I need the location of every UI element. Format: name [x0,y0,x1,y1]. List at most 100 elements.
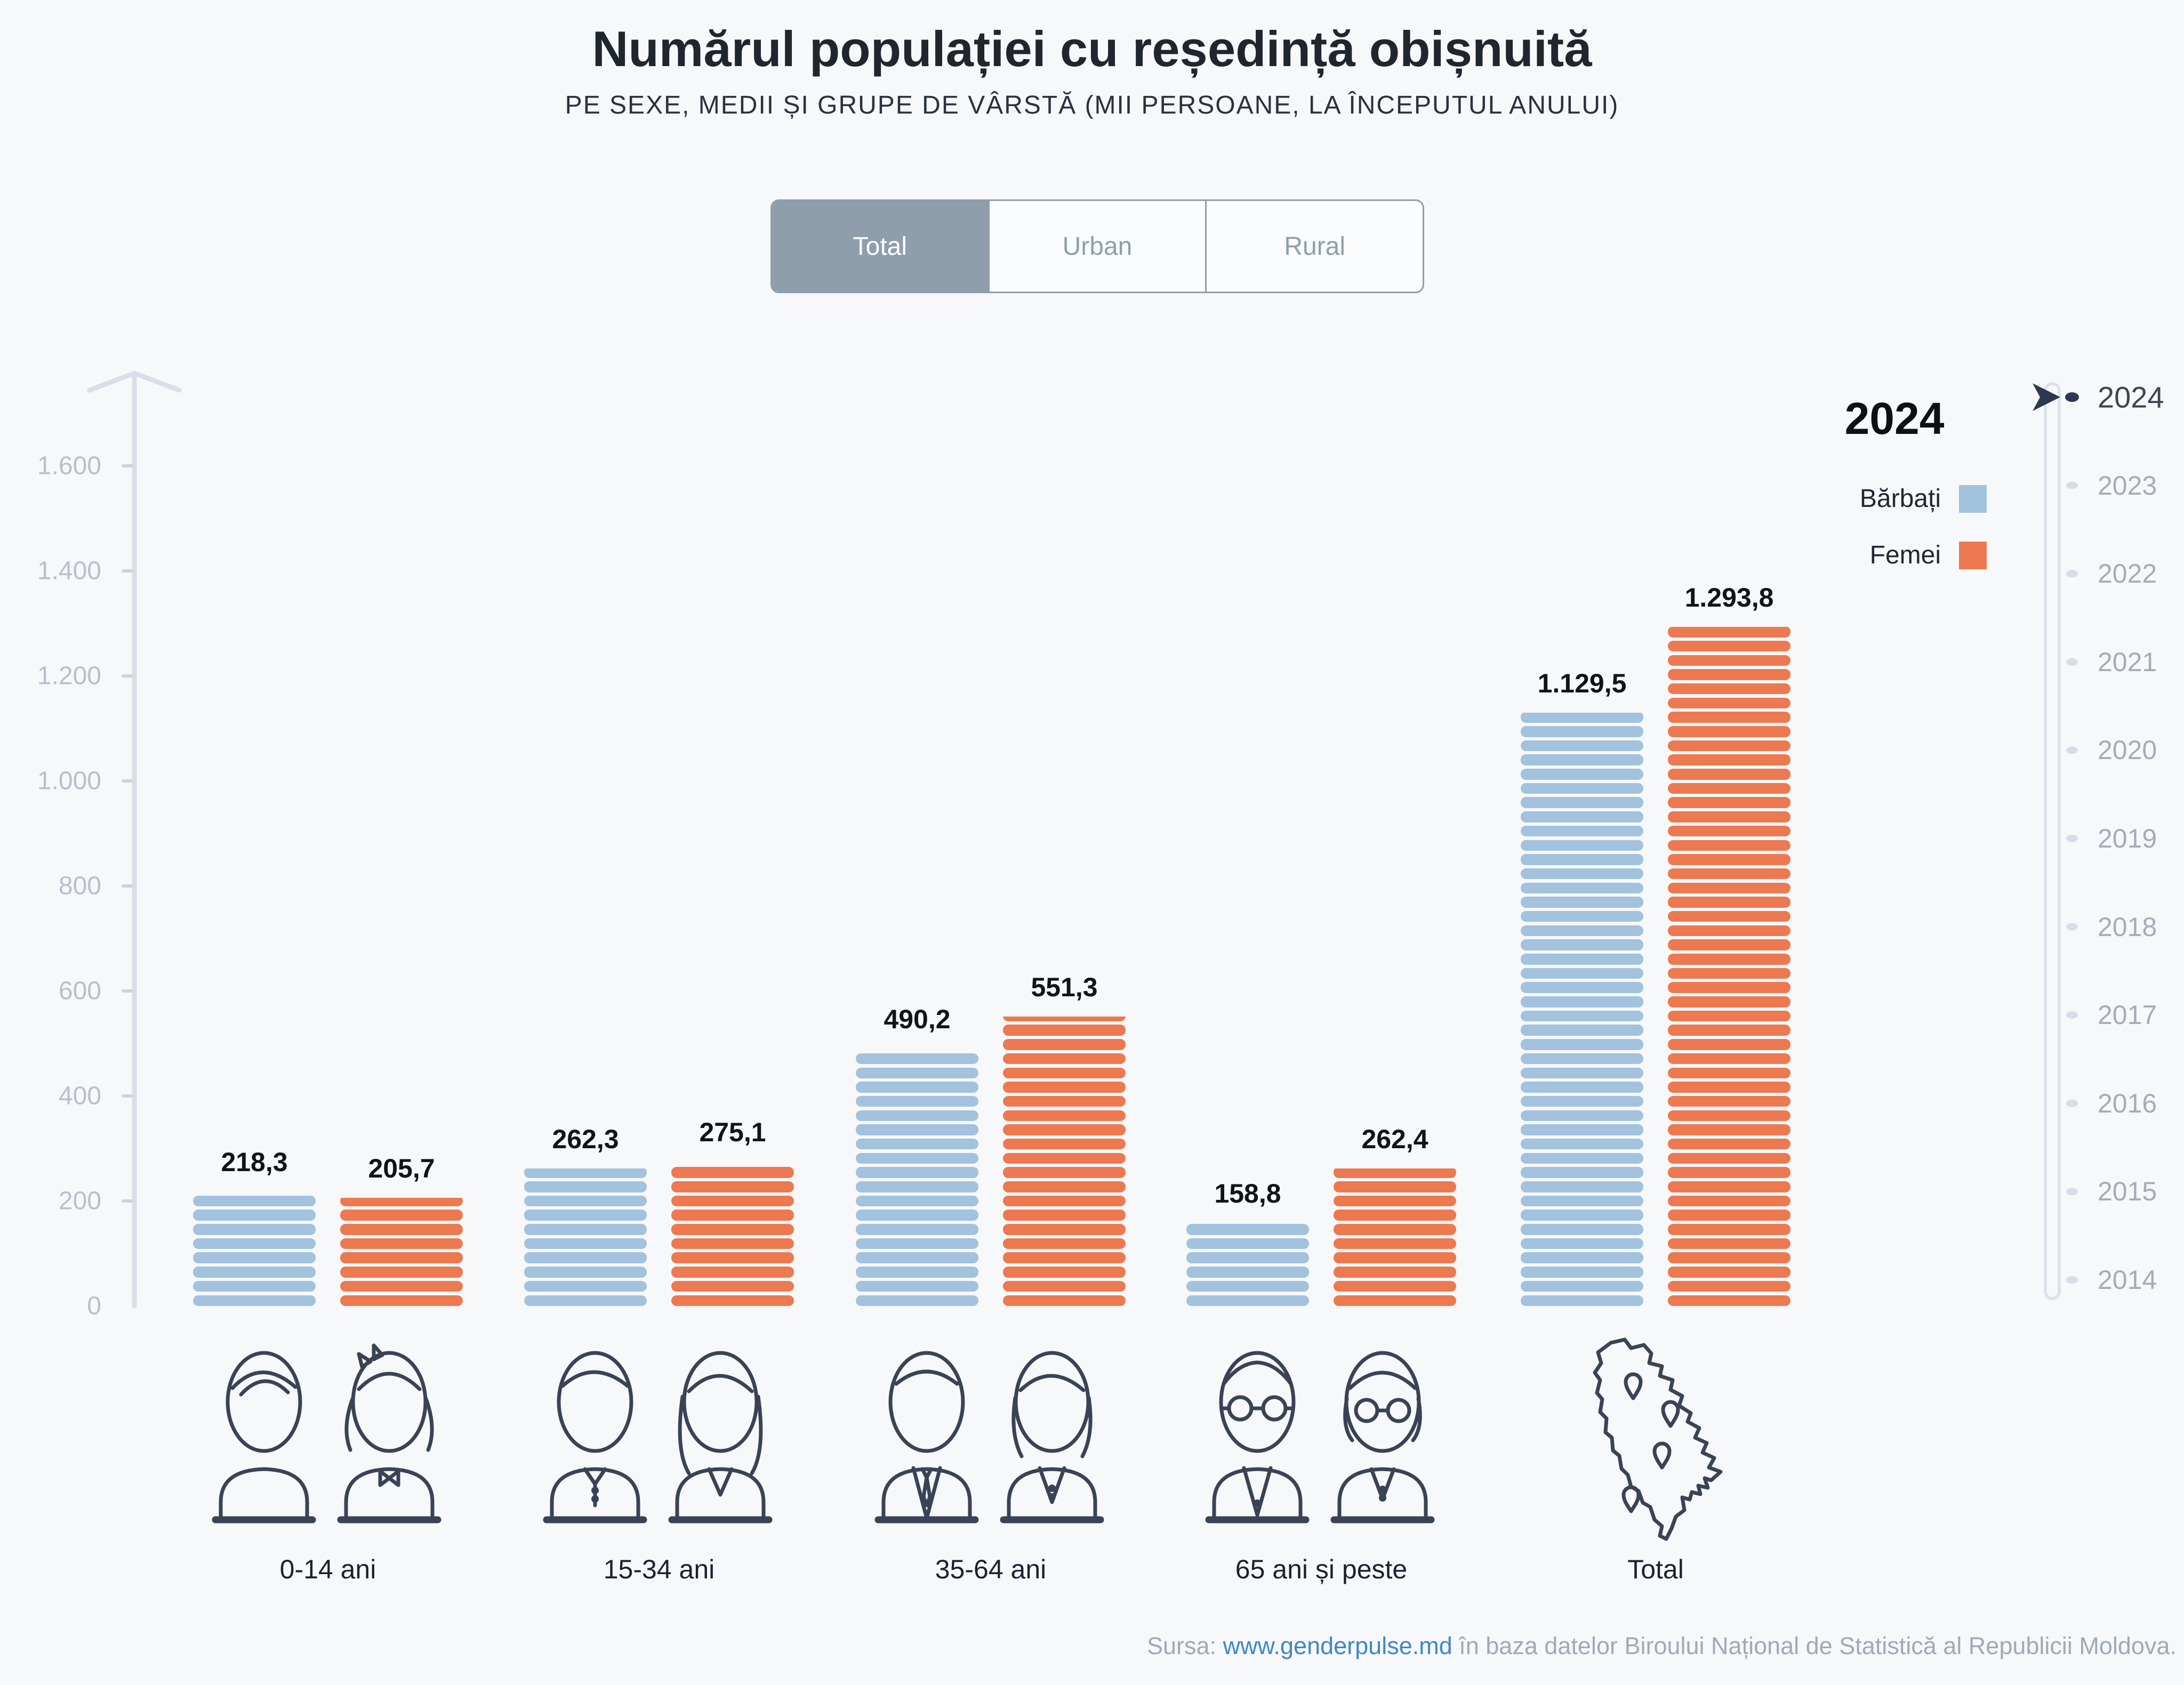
timeline-dot-2020[interactable] [2066,746,2078,754]
timeline-year-2016[interactable]: 2016 [2098,1088,2157,1118]
area-tab-group: Total Urban Rural [770,199,1424,293]
bar-segment [856,1210,978,1221]
y-axis-tick-label: 200 [58,1187,101,1215]
timeline-year-2018[interactable]: 2018 [2098,912,2157,942]
bar-segment [1521,1152,1643,1164]
y-axis-tick-label: 0 [87,1292,101,1320]
timeline-year-2019[interactable]: 2019 [2098,824,2157,853]
timeline-dot-2018[interactable] [2066,923,2078,931]
tab-urban[interactable]: Urban [987,201,1206,292]
bar-segment [1003,1167,1126,1178]
bar-segment [524,1224,647,1235]
bar-segment [1003,1238,1126,1249]
bar-segment [1521,1210,1643,1221]
bar-segment [1668,1025,1790,1036]
bar-segment [193,1252,316,1263]
bar-segment [671,1280,794,1292]
bar-segment [671,1252,794,1263]
timeline-year-2017[interactable]: 2017 [2098,1000,2157,1030]
bar-segment [671,1181,794,1192]
bar-segment [1521,769,1643,780]
timeline-dot-2016[interactable] [2066,1099,2078,1107]
bar-segment [1186,1280,1309,1292]
legend-swatch-femei-icon [1959,542,1987,569]
bar-femei-4[interactable] [1668,627,1790,1306]
bar-segment [1003,1295,1126,1306]
bar-segment [1003,1025,1126,1036]
timeline-dot-2019[interactable] [2066,835,2078,842]
timeline-arrow-icon [2033,383,2060,411]
bar-segment [856,1238,978,1249]
y-axis-tick-mark [122,1199,133,1203]
bar-value-label: 262,3 [552,1124,619,1154]
bar-segment [1668,640,1790,652]
timeline-year-2015[interactable]: 2015 [2098,1176,2157,1207]
bar-segment [1668,1267,1790,1278]
bar-segment [1334,1252,1456,1263]
bar-segment [1668,740,1790,752]
bar-segment [1186,1295,1309,1306]
bar-bărbați-0[interactable] [193,1191,316,1306]
bar-femei-2[interactable] [1003,1017,1126,1306]
bar-segment [1521,1181,1643,1192]
bar-bărbați-4[interactable] [1521,713,1643,1306]
timeline-dot-2015[interactable] [2066,1188,2078,1196]
bar-segment [1521,811,1643,823]
bar-segment [1668,1110,1790,1122]
y-axis-tick-label: 1.600 [37,452,101,480]
bar-segment [1668,669,1790,680]
timeline-track[interactable] [2044,382,2061,1300]
tab-rural[interactable]: Rural [1205,201,1423,292]
bar-bărbați-1[interactable] [524,1168,647,1306]
timeline-year-2023[interactable]: 2023 [2098,470,2157,501]
bar-segment [1003,1110,1126,1122]
bar-femei-1[interactable] [671,1162,794,1306]
timeline-dot-2014[interactable] [2066,1276,2078,1284]
y-axis-tick-mark [122,884,133,888]
timeline-dot-2021[interactable] [2066,658,2078,666]
bar-segment [856,1095,978,1107]
source-suffix: în baza datelor Biroului Național de Sta… [1452,1632,2177,1659]
timeline-dot-2024[interactable] [2065,392,2079,402]
bar-segment [1334,1210,1456,1221]
timeline-dot-2023[interactable] [2066,481,2078,489]
bar-segment [856,1067,978,1078]
bar-segment [340,1210,463,1221]
timeline-slider[interactable] [2026,373,2106,1330]
bar-segment [1521,1010,1643,1022]
source-link[interactable]: www.genderpulse.md [1223,1632,1452,1659]
category-label-2: 35-64 ani [935,1554,1047,1584]
category-label-3: 65 ani și peste [1235,1554,1408,1584]
bar-segment [1334,1168,1456,1178]
timeline-year-2021[interactable]: 2021 [2098,647,2157,677]
bar-segment [1521,1195,1643,1207]
bar-value-label: 205,7 [368,1154,435,1183]
timeline-year-2024[interactable]: 2024 [2098,380,2164,414]
timeline-dot-2022[interactable] [2066,570,2078,578]
tab-total[interactable]: Total [772,201,988,292]
bar-segment [1668,683,1790,695]
bar-value-label: 551,3 [1031,972,1098,1002]
bar-segment [524,1280,647,1292]
bar-segment [1668,769,1790,780]
bar-segment [1521,1095,1643,1107]
bar-segment [340,1252,463,1263]
bar-femei-3[interactable] [1334,1168,1456,1306]
timeline-year-2022[interactable]: 2022 [2098,559,2157,589]
timeline-year-2014[interactable]: 2014 [2098,1265,2157,1295]
timeline-year-2020[interactable]: 2020 [2098,735,2157,765]
y-axis-tick-label: 1.000 [37,767,101,795]
bar-segment [340,1198,463,1207]
bar-bărbați-2[interactable] [856,1049,978,1306]
bar-segment [671,1195,794,1207]
bar-femei-0[interactable] [340,1198,463,1306]
bar-bărbați-3[interactable] [1186,1223,1309,1306]
timeline-dot-2017[interactable] [2066,1011,2078,1019]
bar-segment [1003,1267,1126,1278]
bar-segment [1668,882,1790,894]
bar-segment [1003,1252,1126,1263]
young-man-woman-icon [539,1343,779,1530]
bar-value-label: 218,3 [221,1147,288,1177]
legend-swatch-barbati-icon [1959,485,1987,513]
bar-segment [1334,1295,1456,1306]
